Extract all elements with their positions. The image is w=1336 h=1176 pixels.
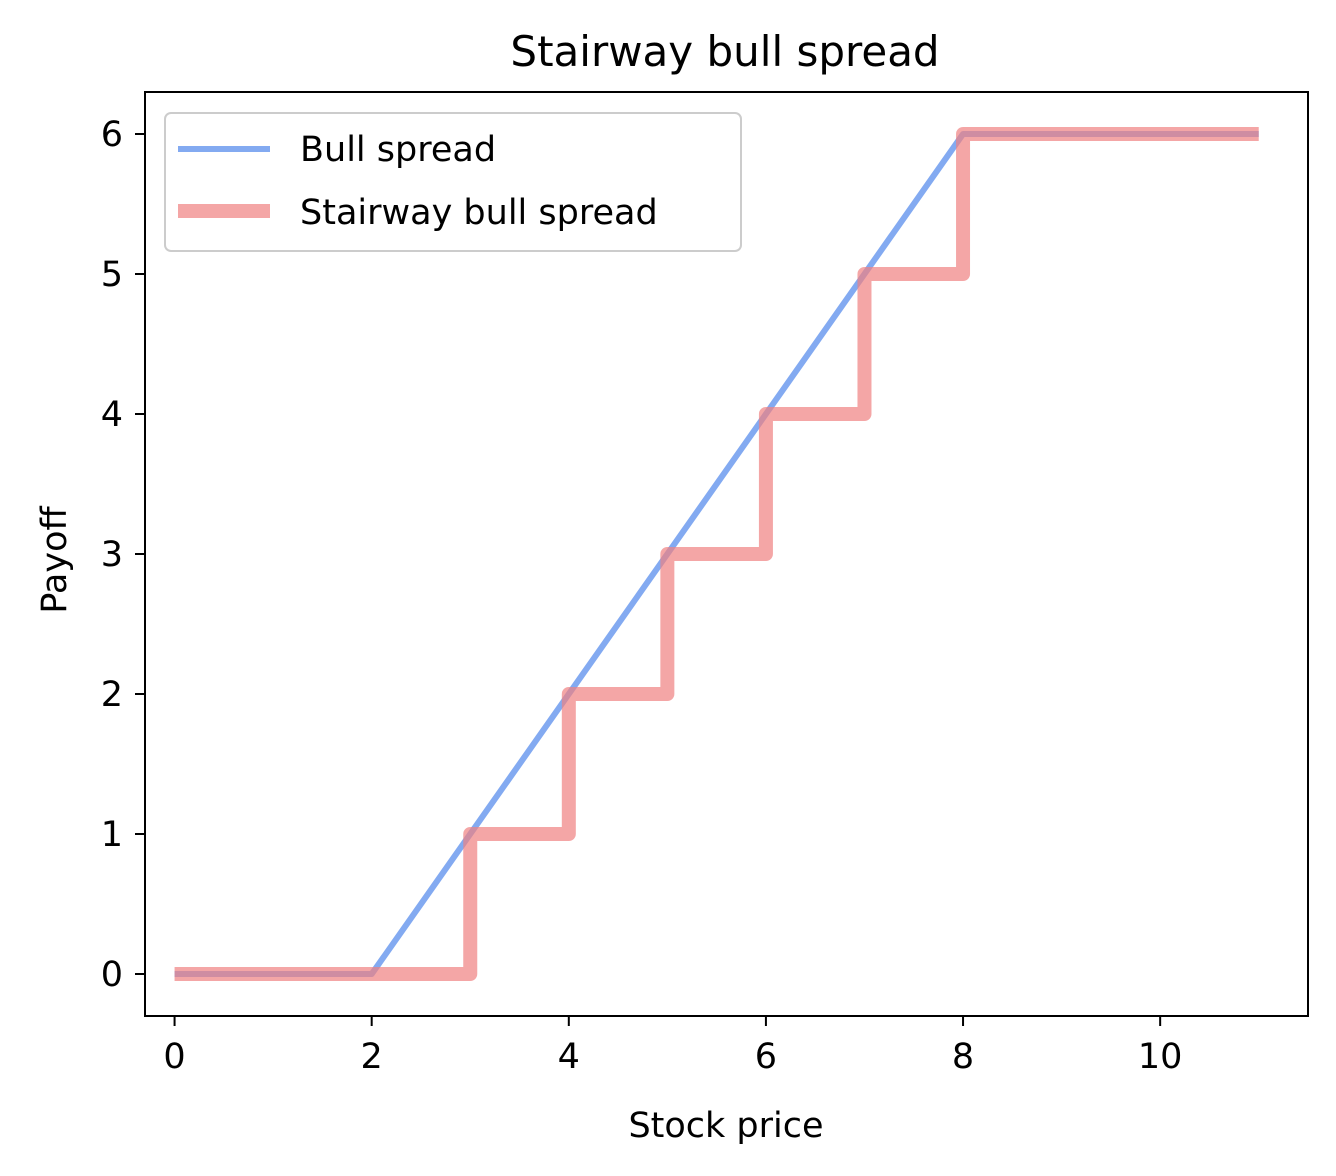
y-tick-label: 1	[101, 815, 123, 855]
y-tick-label: 5	[101, 255, 123, 295]
y-tick-label: 3	[101, 535, 123, 575]
plot-lines	[174, 127, 1259, 981]
y-axis-ticks: 0 1 2 3 4 5 6	[101, 115, 145, 995]
legend-label-stairway-bull-spread: Stairway bull spread	[300, 193, 658, 233]
x-tick-label: 2	[361, 1037, 383, 1077]
chart-title: Stairway bull spread	[510, 27, 939, 76]
x-tick-label: 6	[755, 1037, 777, 1077]
legend-box	[164, 112, 742, 252]
x-tick-label: 0	[163, 1037, 185, 1077]
y-tick-label: 4	[101, 395, 123, 435]
legend: Bull spread Stairway bull spread	[164, 112, 742, 252]
y-tick-label: 0	[101, 955, 123, 995]
series-line-stairway-bull-spread	[174, 127, 1259, 981]
y-tick-label: 2	[101, 675, 123, 715]
y-axis-label: Payoff	[35, 506, 75, 614]
x-tick-label: 4	[558, 1037, 580, 1077]
x-axis-label: Stock price	[628, 1106, 823, 1146]
x-tick-label: 8	[952, 1037, 974, 1077]
legend-label-bull-spread: Bull spread	[300, 130, 496, 170]
y-tick-label: 6	[101, 115, 123, 155]
x-tick-label: 10	[1138, 1037, 1183, 1077]
x-axis-ticks: 0 2 4 6 8 10	[163, 1016, 1182, 1077]
